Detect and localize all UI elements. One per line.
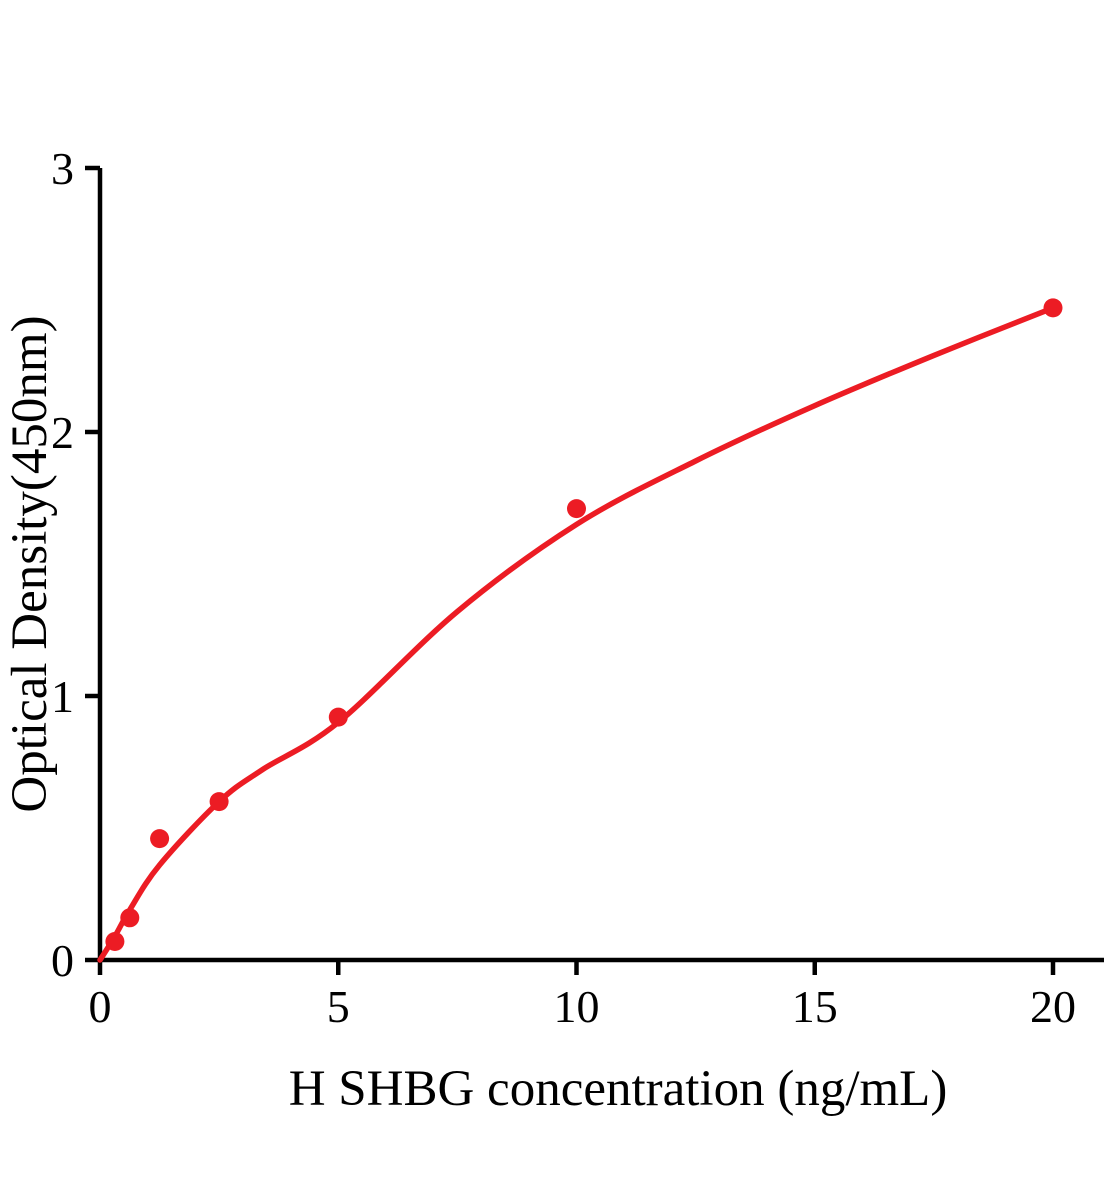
x-tick-label: 20	[1030, 981, 1076, 1032]
data-points	[105, 298, 1063, 951]
data-point	[328, 707, 348, 727]
axes	[97, 168, 1104, 963]
fit-curve-path	[97, 305, 1056, 963]
y-tick-label: 3	[51, 143, 74, 194]
axis-ticks: 0 5 10 15 20 0 1 2 3	[51, 143, 1076, 1032]
data-point	[209, 792, 229, 812]
x-tick-label: 10	[554, 981, 600, 1032]
data-point	[567, 499, 586, 519]
x-axis-title: H SHBG concentration (ng/mL)	[289, 1061, 948, 1117]
data-point	[1043, 298, 1063, 318]
x-tick-label: 0	[89, 981, 112, 1032]
x-tick-label: 15	[792, 981, 838, 1032]
data-point	[120, 908, 140, 928]
data-point	[105, 932, 125, 951]
fit-curve	[97, 305, 1056, 963]
y-tick-label: 2	[51, 407, 74, 458]
x-tick-label: 5	[327, 981, 350, 1032]
y-tick-label: 0	[51, 935, 74, 986]
y-tick-label: 1	[51, 671, 74, 722]
data-point	[150, 829, 170, 849]
y-axis-title: Optical Density(450nm)	[2, 315, 58, 812]
